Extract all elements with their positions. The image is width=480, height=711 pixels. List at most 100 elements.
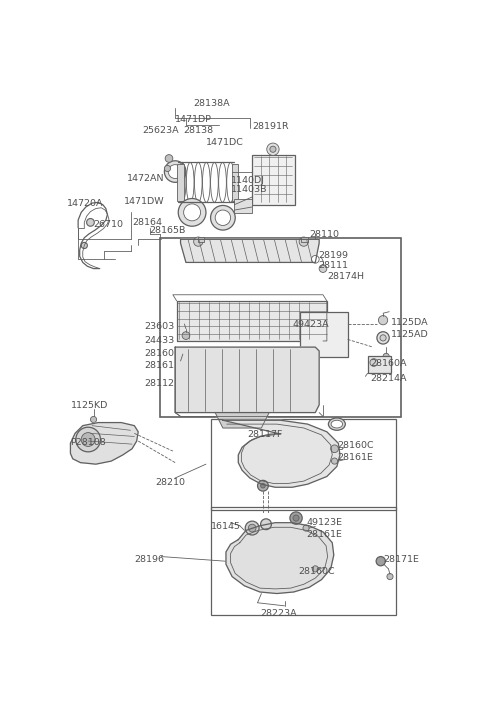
Circle shape — [380, 335, 386, 341]
Circle shape — [312, 255, 319, 263]
Text: 11403B: 11403B — [230, 186, 267, 194]
Circle shape — [332, 458, 337, 464]
Polygon shape — [175, 347, 319, 412]
Text: 1471DW: 1471DW — [124, 197, 165, 206]
Bar — [232, 164, 238, 201]
Text: 28160C: 28160C — [299, 567, 335, 576]
Circle shape — [383, 353, 389, 360]
Circle shape — [258, 481, 268, 491]
Bar — [368, 356, 391, 373]
Text: 28110: 28110 — [309, 230, 339, 239]
Bar — [177, 164, 184, 201]
Bar — [211, 419, 396, 510]
Text: 28111: 28111 — [318, 261, 348, 270]
Circle shape — [303, 525, 309, 531]
Text: 49423A: 49423A — [292, 320, 329, 329]
Bar — [211, 507, 396, 615]
Circle shape — [261, 483, 265, 488]
Circle shape — [261, 519, 271, 530]
Text: 28138: 28138 — [183, 126, 213, 135]
Text: 23603: 23603 — [144, 323, 175, 331]
Circle shape — [184, 204, 201, 221]
Text: 1140DJ: 1140DJ — [230, 176, 264, 185]
Text: 1125DA: 1125DA — [391, 318, 428, 327]
Circle shape — [165, 154, 173, 162]
Circle shape — [267, 143, 279, 156]
Polygon shape — [71, 422, 138, 464]
Text: 28171E: 28171E — [383, 555, 419, 564]
Text: 28164: 28164 — [132, 218, 162, 227]
Circle shape — [90, 417, 96, 422]
Circle shape — [331, 445, 338, 453]
Circle shape — [248, 524, 256, 532]
Circle shape — [377, 332, 389, 344]
Circle shape — [376, 557, 385, 566]
Text: 25623A: 25623A — [142, 126, 179, 135]
Circle shape — [193, 237, 203, 246]
Circle shape — [215, 210, 230, 225]
Circle shape — [86, 218, 94, 226]
Text: 28165B: 28165B — [150, 226, 186, 235]
Text: 28210: 28210 — [155, 478, 185, 487]
Text: 28138A: 28138A — [193, 99, 229, 108]
Text: 28199: 28199 — [318, 251, 348, 260]
Circle shape — [164, 161, 186, 182]
Text: 28161E: 28161E — [306, 530, 342, 540]
Circle shape — [211, 205, 235, 230]
Bar — [300, 312, 348, 357]
Circle shape — [293, 515, 299, 521]
Polygon shape — [180, 240, 319, 262]
Bar — [198, 237, 204, 242]
Text: 28223A: 28223A — [260, 609, 297, 618]
Text: 1471DC: 1471DC — [206, 138, 244, 146]
Circle shape — [81, 242, 87, 249]
Bar — [234, 199, 252, 213]
Circle shape — [299, 237, 308, 246]
Polygon shape — [215, 412, 269, 428]
Circle shape — [312, 566, 318, 572]
Text: 1125KD: 1125KD — [71, 401, 108, 410]
Circle shape — [178, 361, 184, 367]
Text: 28160A: 28160A — [371, 358, 407, 368]
Text: 28191R: 28191R — [252, 122, 289, 132]
Text: 49123E: 49123E — [306, 518, 342, 527]
Text: 1125AD: 1125AD — [391, 330, 429, 339]
Text: 14720A: 14720A — [67, 199, 104, 208]
Polygon shape — [226, 523, 334, 594]
Circle shape — [245, 521, 259, 535]
Text: 28112: 28112 — [144, 380, 174, 388]
Text: 28174H: 28174H — [327, 272, 364, 282]
Circle shape — [182, 332, 190, 339]
Text: 28160C: 28160C — [337, 441, 373, 450]
Bar — [252, 154, 295, 205]
Circle shape — [370, 358, 378, 366]
Polygon shape — [223, 420, 340, 487]
Ellipse shape — [331, 420, 343, 428]
Circle shape — [81, 432, 95, 447]
Circle shape — [270, 146, 276, 152]
Text: P28108: P28108 — [71, 438, 106, 447]
Circle shape — [183, 348, 189, 354]
Text: 28160: 28160 — [144, 348, 174, 358]
Text: 28161: 28161 — [144, 361, 174, 370]
Text: 1471DP: 1471DP — [175, 114, 212, 124]
Circle shape — [76, 427, 100, 451]
Bar — [301, 237, 308, 242]
Circle shape — [387, 574, 393, 579]
Circle shape — [378, 316, 388, 325]
Ellipse shape — [328, 418, 345, 430]
Circle shape — [178, 198, 206, 226]
Text: 1472AN: 1472AN — [127, 174, 165, 183]
Text: 24433: 24433 — [144, 336, 175, 345]
Text: 28214A: 28214A — [371, 374, 407, 383]
Circle shape — [319, 264, 327, 272]
Text: 28117F: 28117F — [248, 430, 283, 439]
Circle shape — [168, 165, 182, 178]
Text: 28161E: 28161E — [337, 454, 373, 462]
Bar — [177, 301, 327, 341]
Text: 16145: 16145 — [211, 522, 241, 531]
Text: 26710: 26710 — [94, 220, 123, 229]
Circle shape — [290, 512, 302, 524]
Circle shape — [164, 166, 170, 171]
Bar — [160, 237, 401, 417]
